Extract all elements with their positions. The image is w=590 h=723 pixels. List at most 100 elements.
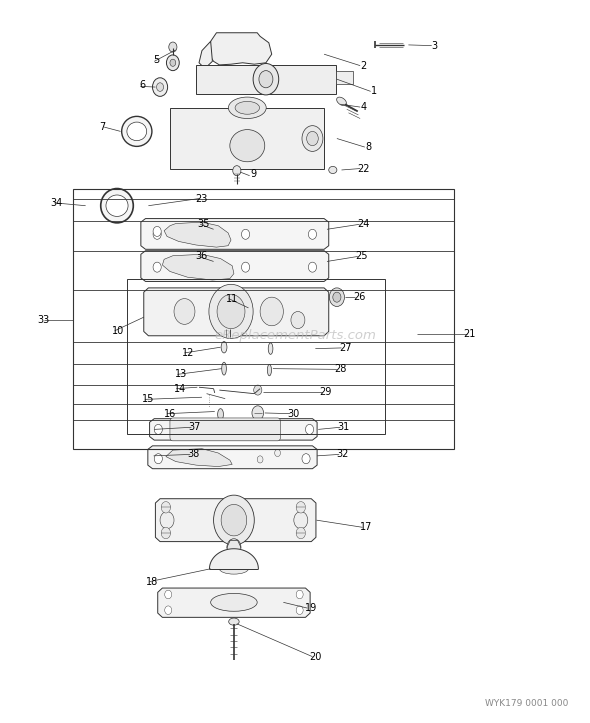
Circle shape bbox=[152, 78, 168, 96]
Ellipse shape bbox=[337, 97, 346, 106]
Text: 26: 26 bbox=[353, 292, 365, 302]
Polygon shape bbox=[155, 499, 316, 542]
Text: 24: 24 bbox=[357, 219, 369, 229]
Text: 16: 16 bbox=[164, 408, 176, 419]
Ellipse shape bbox=[218, 408, 224, 420]
Bar bbox=[127, 278, 385, 435]
Text: 3: 3 bbox=[431, 40, 438, 51]
Circle shape bbox=[153, 229, 161, 239]
Circle shape bbox=[169, 42, 177, 52]
Circle shape bbox=[154, 454, 162, 463]
Circle shape bbox=[291, 312, 305, 329]
Circle shape bbox=[296, 502, 306, 513]
Circle shape bbox=[306, 424, 314, 435]
Ellipse shape bbox=[101, 189, 133, 223]
Ellipse shape bbox=[329, 166, 337, 174]
Text: 5: 5 bbox=[153, 55, 160, 65]
Text: eReplacementParts.com: eReplacementParts.com bbox=[214, 328, 376, 341]
Text: 14: 14 bbox=[173, 384, 186, 393]
Circle shape bbox=[165, 606, 172, 615]
Circle shape bbox=[294, 512, 308, 529]
Polygon shape bbox=[199, 41, 212, 69]
Circle shape bbox=[254, 385, 262, 395]
Circle shape bbox=[227, 539, 241, 556]
Bar bbox=[170, 108, 324, 168]
Circle shape bbox=[302, 126, 323, 151]
Ellipse shape bbox=[221, 341, 227, 353]
Text: 23: 23 bbox=[196, 194, 208, 204]
Circle shape bbox=[156, 82, 163, 91]
Polygon shape bbox=[162, 254, 234, 280]
Polygon shape bbox=[150, 419, 317, 440]
Circle shape bbox=[170, 59, 176, 67]
Ellipse shape bbox=[235, 101, 260, 114]
Circle shape bbox=[259, 71, 273, 87]
Text: 35: 35 bbox=[198, 219, 210, 229]
Circle shape bbox=[166, 55, 179, 71]
Ellipse shape bbox=[268, 343, 273, 354]
Circle shape bbox=[253, 64, 278, 95]
Text: 10: 10 bbox=[112, 326, 124, 335]
Text: 8: 8 bbox=[366, 142, 372, 152]
Ellipse shape bbox=[127, 122, 147, 141]
Circle shape bbox=[174, 299, 195, 325]
Circle shape bbox=[309, 229, 316, 239]
Text: 9: 9 bbox=[250, 169, 256, 179]
Text: 25: 25 bbox=[356, 252, 368, 262]
Ellipse shape bbox=[219, 563, 248, 574]
Text: 33: 33 bbox=[38, 315, 50, 325]
Circle shape bbox=[329, 288, 345, 307]
Text: 17: 17 bbox=[360, 522, 372, 532]
Ellipse shape bbox=[106, 195, 128, 216]
Circle shape bbox=[296, 606, 303, 615]
Circle shape bbox=[260, 297, 283, 326]
Text: 6: 6 bbox=[140, 80, 146, 90]
Polygon shape bbox=[148, 446, 317, 469]
Polygon shape bbox=[209, 549, 258, 569]
Circle shape bbox=[296, 527, 306, 539]
Text: 22: 22 bbox=[358, 163, 370, 174]
Text: 18: 18 bbox=[146, 577, 159, 586]
Circle shape bbox=[214, 495, 254, 545]
Ellipse shape bbox=[228, 97, 266, 119]
Text: 20: 20 bbox=[309, 651, 322, 662]
Circle shape bbox=[165, 590, 172, 599]
Text: 15: 15 bbox=[142, 394, 154, 404]
Text: 21: 21 bbox=[463, 330, 476, 339]
Polygon shape bbox=[164, 222, 231, 247]
Text: 30: 30 bbox=[288, 408, 300, 419]
Text: 32: 32 bbox=[336, 450, 349, 459]
Circle shape bbox=[233, 166, 241, 176]
Ellipse shape bbox=[222, 362, 227, 375]
Polygon shape bbox=[166, 449, 232, 466]
Circle shape bbox=[161, 527, 171, 539]
Text: WYK179 0001 000: WYK179 0001 000 bbox=[485, 699, 568, 708]
Circle shape bbox=[274, 450, 280, 456]
Polygon shape bbox=[144, 288, 329, 335]
Bar bbox=[73, 189, 454, 449]
Ellipse shape bbox=[230, 129, 265, 162]
Text: 38: 38 bbox=[188, 450, 200, 459]
Circle shape bbox=[252, 406, 264, 420]
Circle shape bbox=[153, 262, 161, 272]
Circle shape bbox=[161, 502, 171, 513]
Ellipse shape bbox=[211, 594, 257, 611]
Polygon shape bbox=[141, 218, 329, 249]
Circle shape bbox=[333, 292, 341, 302]
Polygon shape bbox=[208, 33, 272, 65]
Circle shape bbox=[307, 132, 318, 145]
Text: 11: 11 bbox=[226, 294, 238, 304]
Circle shape bbox=[257, 455, 263, 463]
Polygon shape bbox=[158, 588, 310, 617]
Circle shape bbox=[153, 226, 161, 236]
Circle shape bbox=[241, 229, 250, 239]
Text: 34: 34 bbox=[50, 198, 63, 208]
Text: 12: 12 bbox=[182, 348, 194, 358]
Circle shape bbox=[217, 294, 245, 329]
Text: 7: 7 bbox=[99, 122, 105, 132]
Text: 13: 13 bbox=[175, 369, 187, 380]
Ellipse shape bbox=[122, 116, 152, 146]
Text: 27: 27 bbox=[339, 343, 351, 353]
Text: 1: 1 bbox=[371, 86, 376, 96]
Bar bbox=[336, 72, 353, 84]
